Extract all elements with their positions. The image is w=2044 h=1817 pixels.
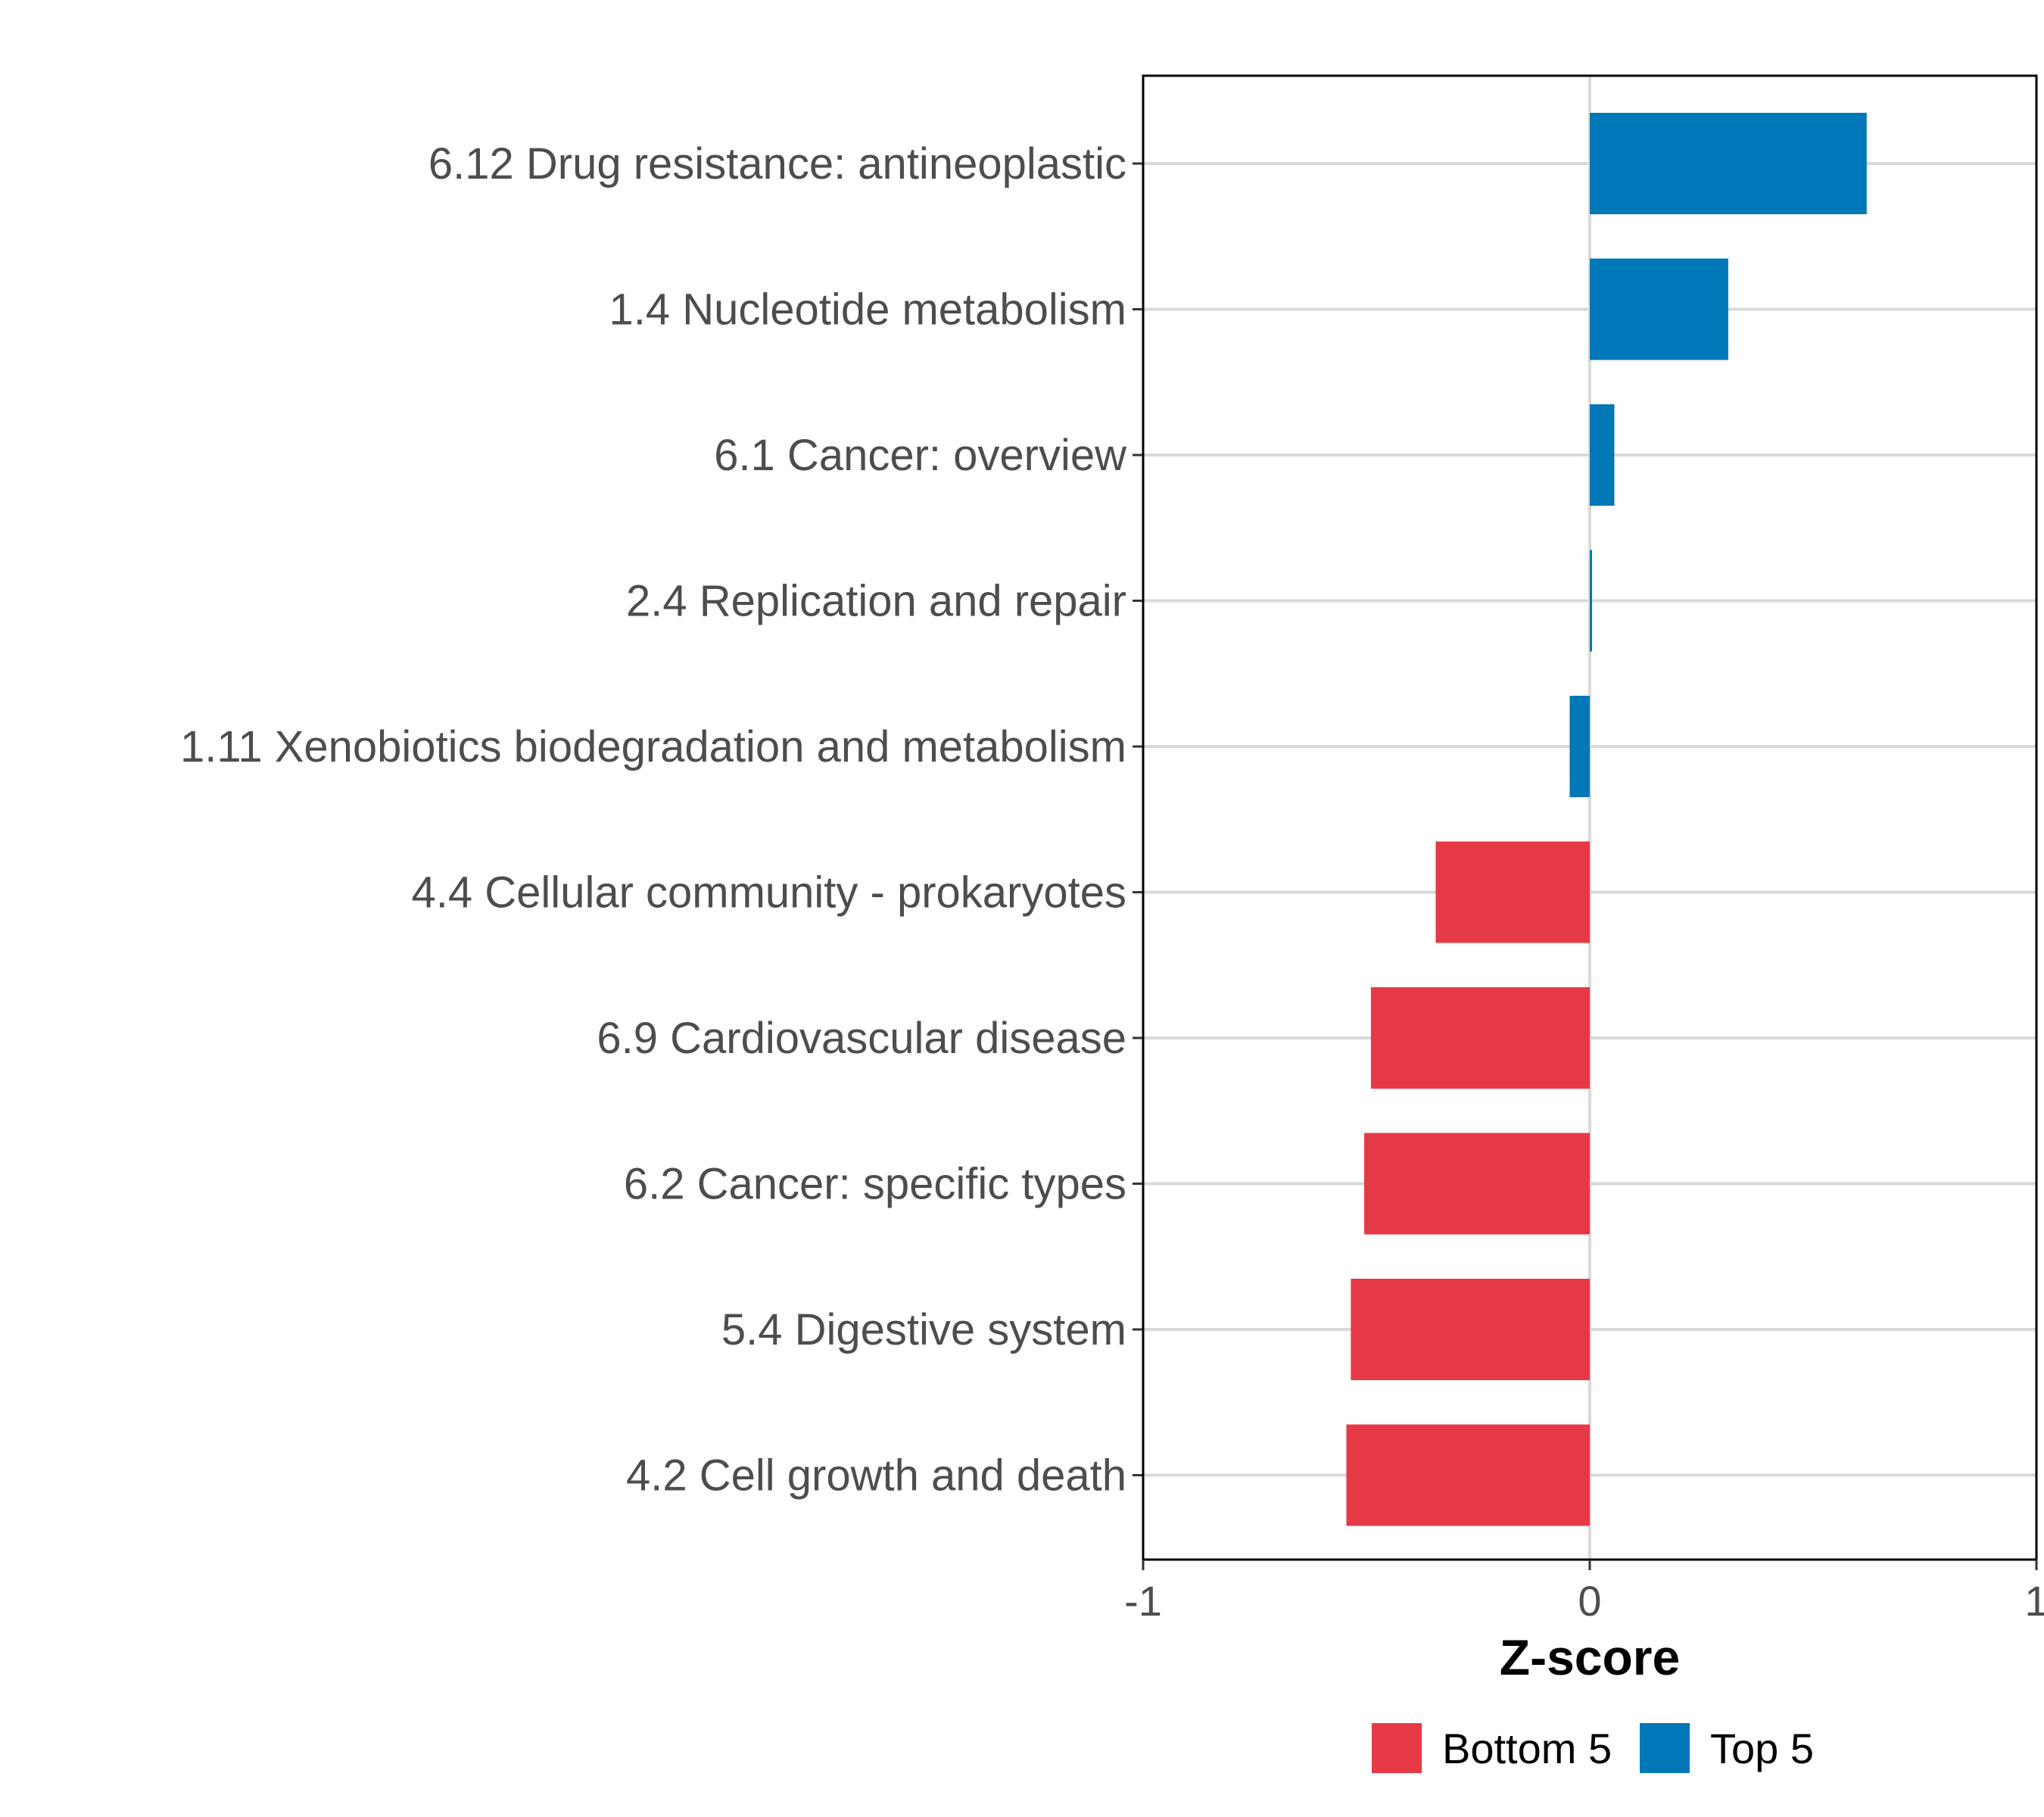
bar xyxy=(1346,1424,1590,1526)
bar xyxy=(1364,1133,1590,1235)
legend: Bottom 5 Top 5 xyxy=(1372,1723,1814,1773)
category-label: 4.2 Cell growth and death xyxy=(626,1451,1126,1501)
x-tick-label: 1 xyxy=(2024,1577,2044,1625)
bar xyxy=(1351,1279,1590,1380)
category-label: 5.4 Digestive system xyxy=(721,1305,1126,1354)
category-label: 6.12 Drug resistance: antineoplastic xyxy=(428,139,1126,189)
bar xyxy=(1590,550,1592,652)
bar xyxy=(1435,841,1590,943)
bar xyxy=(1370,987,1590,1089)
category-label: 6.9 Cardiovascular disease xyxy=(597,1014,1126,1063)
x-tick-label: 0 xyxy=(1578,1577,1601,1625)
category-label: 6.1 Cancer: overview xyxy=(714,431,1127,480)
category-label: 1.4 Nucleotide metabolism xyxy=(609,285,1126,335)
x-axis-title: Z-score xyxy=(1500,1629,1680,1685)
x-tick-label: -1 xyxy=(1124,1577,1162,1625)
legend-label: Bottom 5 xyxy=(1442,1725,1612,1772)
bar xyxy=(1590,404,1615,506)
category-label: 1.11 Xenobiotics biodegradation and meta… xyxy=(180,722,1126,771)
category-label: 6.2 Cancer: specific types xyxy=(624,1160,1126,1209)
legend-swatch xyxy=(1640,1723,1690,1773)
bar xyxy=(1569,696,1590,797)
x-axis: -1 0 1 xyxy=(1124,1560,2044,1625)
legend-label: Top 5 xyxy=(1710,1725,1814,1772)
category-labels: 6.12 Drug resistance: antineoplastic 1.4 … xyxy=(180,139,1143,1501)
bar xyxy=(1590,113,1867,214)
category-label: 2.4 Replication and repair xyxy=(626,577,1126,626)
bar xyxy=(1590,258,1728,360)
category-label: 4.4 Cellular community - prokaryotes xyxy=(412,868,1126,918)
bars xyxy=(1346,113,1867,1526)
legend-swatch xyxy=(1372,1723,1422,1773)
